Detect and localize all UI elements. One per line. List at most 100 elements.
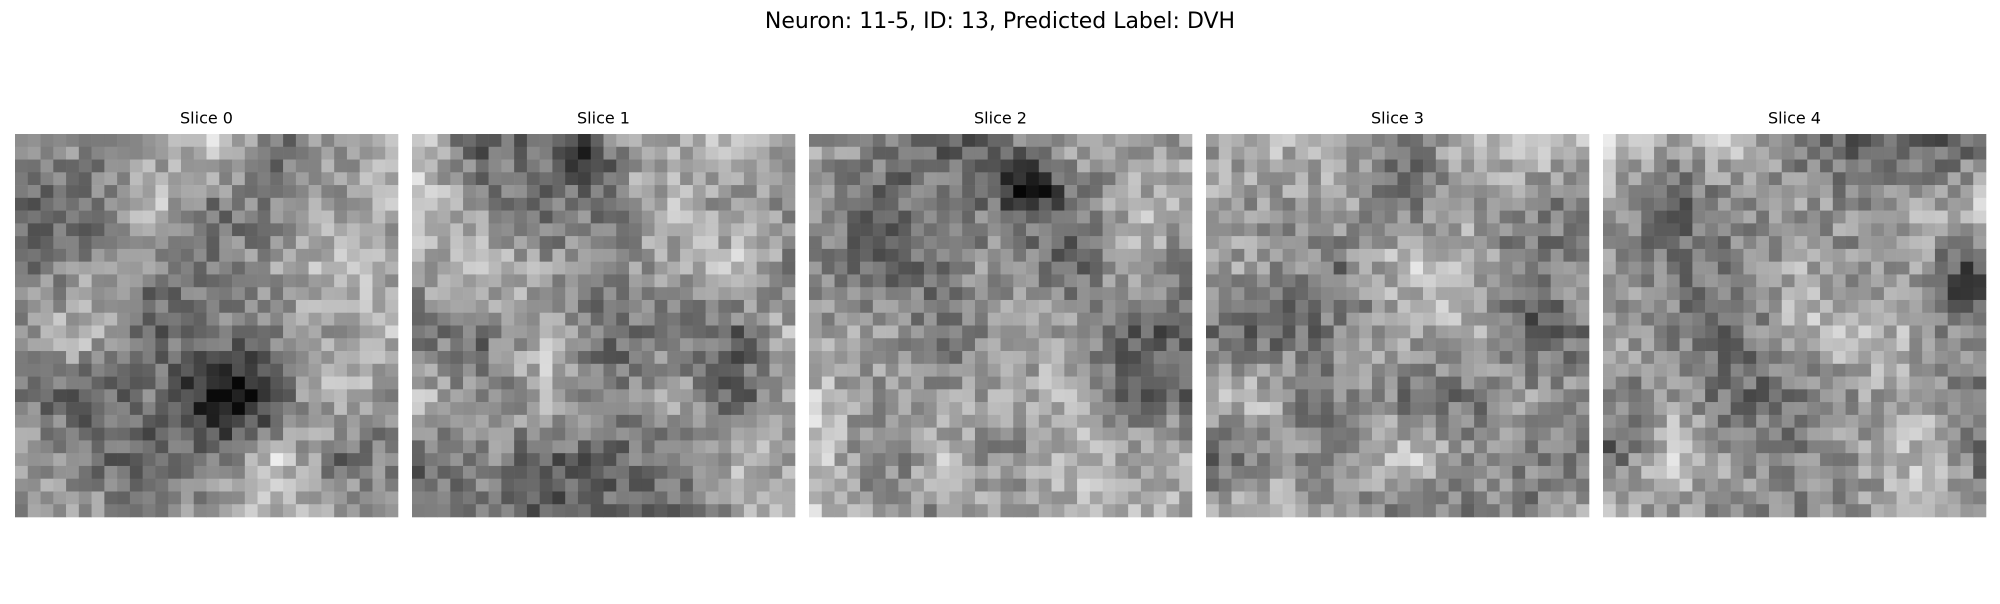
pixel [1051,172,1065,186]
pixel [987,440,1001,454]
pixel [412,146,426,160]
pixel [552,325,566,339]
pixel [1128,363,1142,377]
pixel [1768,312,1783,326]
pixel [1308,338,1322,352]
pixel [1448,274,1462,288]
pixel [168,261,182,275]
pixel [782,261,796,275]
pixel [1768,223,1783,237]
pixel [1397,197,1411,211]
pixel [1934,376,1948,390]
pixel [1320,185,1334,199]
pixel [1832,223,1846,237]
pixel [1371,491,1386,505]
pixel [809,453,823,467]
pixel [1794,287,1808,301]
pixel [1244,338,1258,352]
pixel [641,197,655,211]
pixel [1756,389,1770,403]
pixel [385,197,399,211]
pixel [1603,172,1617,186]
pixel [1654,185,1668,199]
pixel [27,351,41,365]
pixel [1896,440,1910,454]
pixel [1423,197,1437,211]
pixel [1089,299,1103,314]
pixel [1308,414,1322,428]
pixel [1641,261,1655,275]
pixel [501,440,515,454]
pixel [91,402,105,416]
pixel [514,223,528,237]
pixel [1743,376,1757,390]
pixel [1371,146,1386,160]
pixel [1128,376,1142,390]
pixel [1231,402,1245,416]
pixel [129,338,143,352]
pixel [1089,427,1103,441]
pixel [1397,338,1411,352]
pixel [1206,478,1220,492]
pixel [117,185,131,199]
pixel [219,338,233,352]
pixel [539,338,553,352]
pixel [923,134,937,148]
pixel [1371,236,1386,250]
pixel [1257,159,1271,173]
pixel [1257,478,1271,492]
pixel [1218,453,1232,467]
pixel [1807,172,1821,186]
pixel [860,465,874,479]
pixel [1166,236,1180,250]
pixel [257,274,271,288]
pixel [1743,312,1757,326]
pixel [1166,363,1180,377]
pixel [1576,465,1590,479]
pixel [1909,504,1923,518]
pixel [1666,261,1680,275]
pixel [27,478,41,492]
pixel [629,299,643,314]
pixel [885,210,899,224]
pixel [1423,427,1437,441]
pixel [1794,427,1808,441]
pixel [526,223,540,237]
pixel [1333,172,1347,186]
pixel [1628,261,1642,275]
pixel [295,172,309,186]
pixel [809,172,823,186]
pixel [731,248,745,262]
pixel [1461,402,1475,416]
pixel [359,274,373,288]
pixel [667,287,681,301]
pixel [257,389,271,403]
pixel [962,159,976,173]
pixel [667,134,681,148]
pixel [1486,504,1500,518]
pixel [1359,351,1373,365]
pixel [1435,287,1449,301]
pixel [1960,312,1974,326]
pixel [1461,414,1475,428]
pixel [616,491,630,505]
pixel [1089,146,1103,160]
pixel [1461,261,1475,275]
pixel [552,210,566,224]
pixel [1871,338,1885,352]
pixel [475,325,489,339]
pixel [1922,248,1936,262]
pixel [463,185,477,199]
pixel [1153,134,1167,148]
pixel [359,376,373,390]
pixel [1768,338,1783,352]
pixel [1423,351,1437,365]
pixel [1717,248,1731,262]
pixel [104,338,118,352]
pixel [488,325,502,339]
pixel [232,210,246,224]
pixel [1474,453,1488,467]
pixel [40,248,54,262]
pixel [117,363,131,377]
pixel [1550,338,1564,352]
